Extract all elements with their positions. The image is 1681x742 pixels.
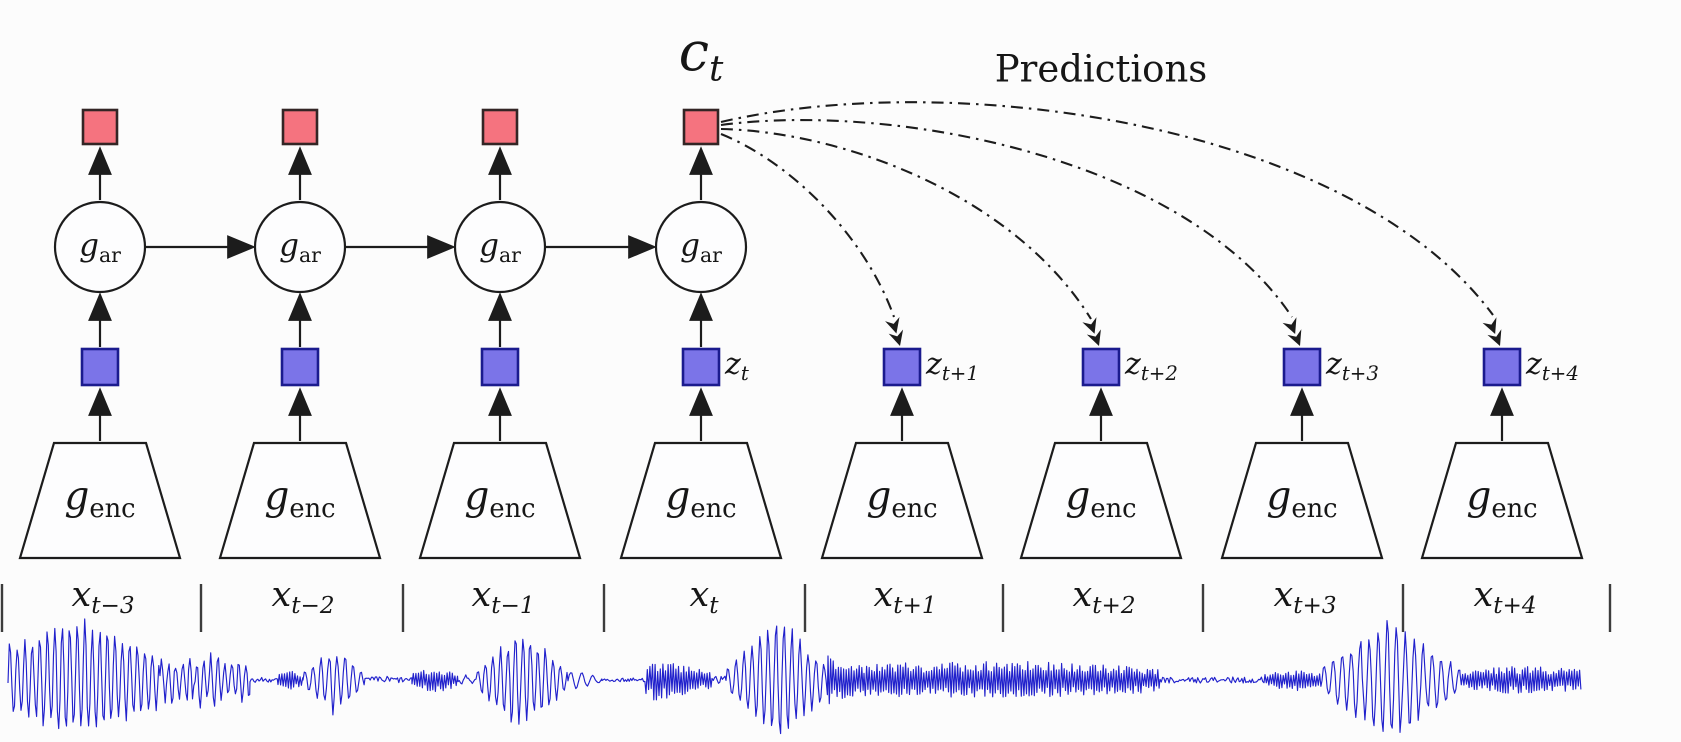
x-label: xt−1: [471, 574, 535, 619]
enc-trapezoid: [1220, 441, 1384, 560]
x-label: xt+2: [1072, 574, 1136, 619]
gar-circle: [53, 200, 147, 294]
x-label: xt+3: [1273, 574, 1337, 619]
z-square: [1282, 347, 1322, 387]
z-square: [1482, 347, 1522, 387]
context-square: [682, 108, 720, 146]
gar-label: gar: [79, 227, 121, 267]
enc-trapezoid: [418, 441, 582, 560]
prediction-arc-3: [720, 119, 1293, 318]
gar-label: gar: [279, 227, 321, 267]
output-square: [81, 108, 119, 146]
audio-waveform: [7, 618, 1582, 735]
enc-trapezoid: [1019, 441, 1183, 560]
x-label: xt: [689, 574, 719, 619]
genc-label: genc: [64, 474, 136, 524]
z-square: [1081, 347, 1121, 387]
x-label: xt−3: [71, 574, 135, 619]
prediction-arc-2: [720, 127, 1092, 320]
genc-label: genc: [464, 474, 536, 524]
enc-trapezoid: [218, 441, 382, 560]
x-label: xt+1: [873, 574, 937, 619]
prediction-arc-4: [720, 101, 1494, 316]
x-label: xt−2: [271, 574, 335, 619]
context-vector-label: ct: [678, 19, 724, 90]
z-label: zt+4: [1526, 347, 1579, 386]
enc-trapezoid: [619, 441, 783, 560]
z-square: [80, 347, 120, 387]
z-square: [480, 347, 520, 387]
gar-label: gar: [680, 227, 722, 267]
gar-label: gar: [479, 227, 521, 267]
prediction-arrowhead: [1082, 317, 1101, 346]
enc-trapezoid: [1420, 441, 1584, 560]
z-label: zt+3: [1326, 347, 1379, 386]
enc-trapezoid: [820, 441, 984, 560]
x-label: xt+4: [1473, 574, 1537, 619]
genc-label: genc: [1065, 474, 1137, 524]
z-label: zt+2: [1125, 347, 1178, 386]
predictions-label: Predictions: [994, 47, 1208, 91]
genc-label: genc: [264, 474, 336, 524]
prediction-arc-1: [720, 133, 895, 318]
genc-label: genc: [1466, 474, 1538, 524]
z-square: [882, 347, 922, 387]
output-square: [481, 108, 519, 146]
prediction-arrowhead: [1482, 317, 1502, 346]
output-square: [281, 108, 319, 146]
enc-trapezoid: [18, 441, 182, 560]
genc-label: genc: [1266, 474, 1338, 524]
z-label: zt+1: [926, 347, 979, 386]
prediction-arrowhead: [1282, 317, 1302, 346]
genc-label: genc: [866, 474, 938, 524]
z-square: [280, 347, 320, 387]
prediction-arrowhead: [885, 317, 904, 346]
z-label: zt: [725, 347, 749, 386]
genc-label: genc: [665, 474, 737, 524]
z-square: [681, 347, 721, 387]
